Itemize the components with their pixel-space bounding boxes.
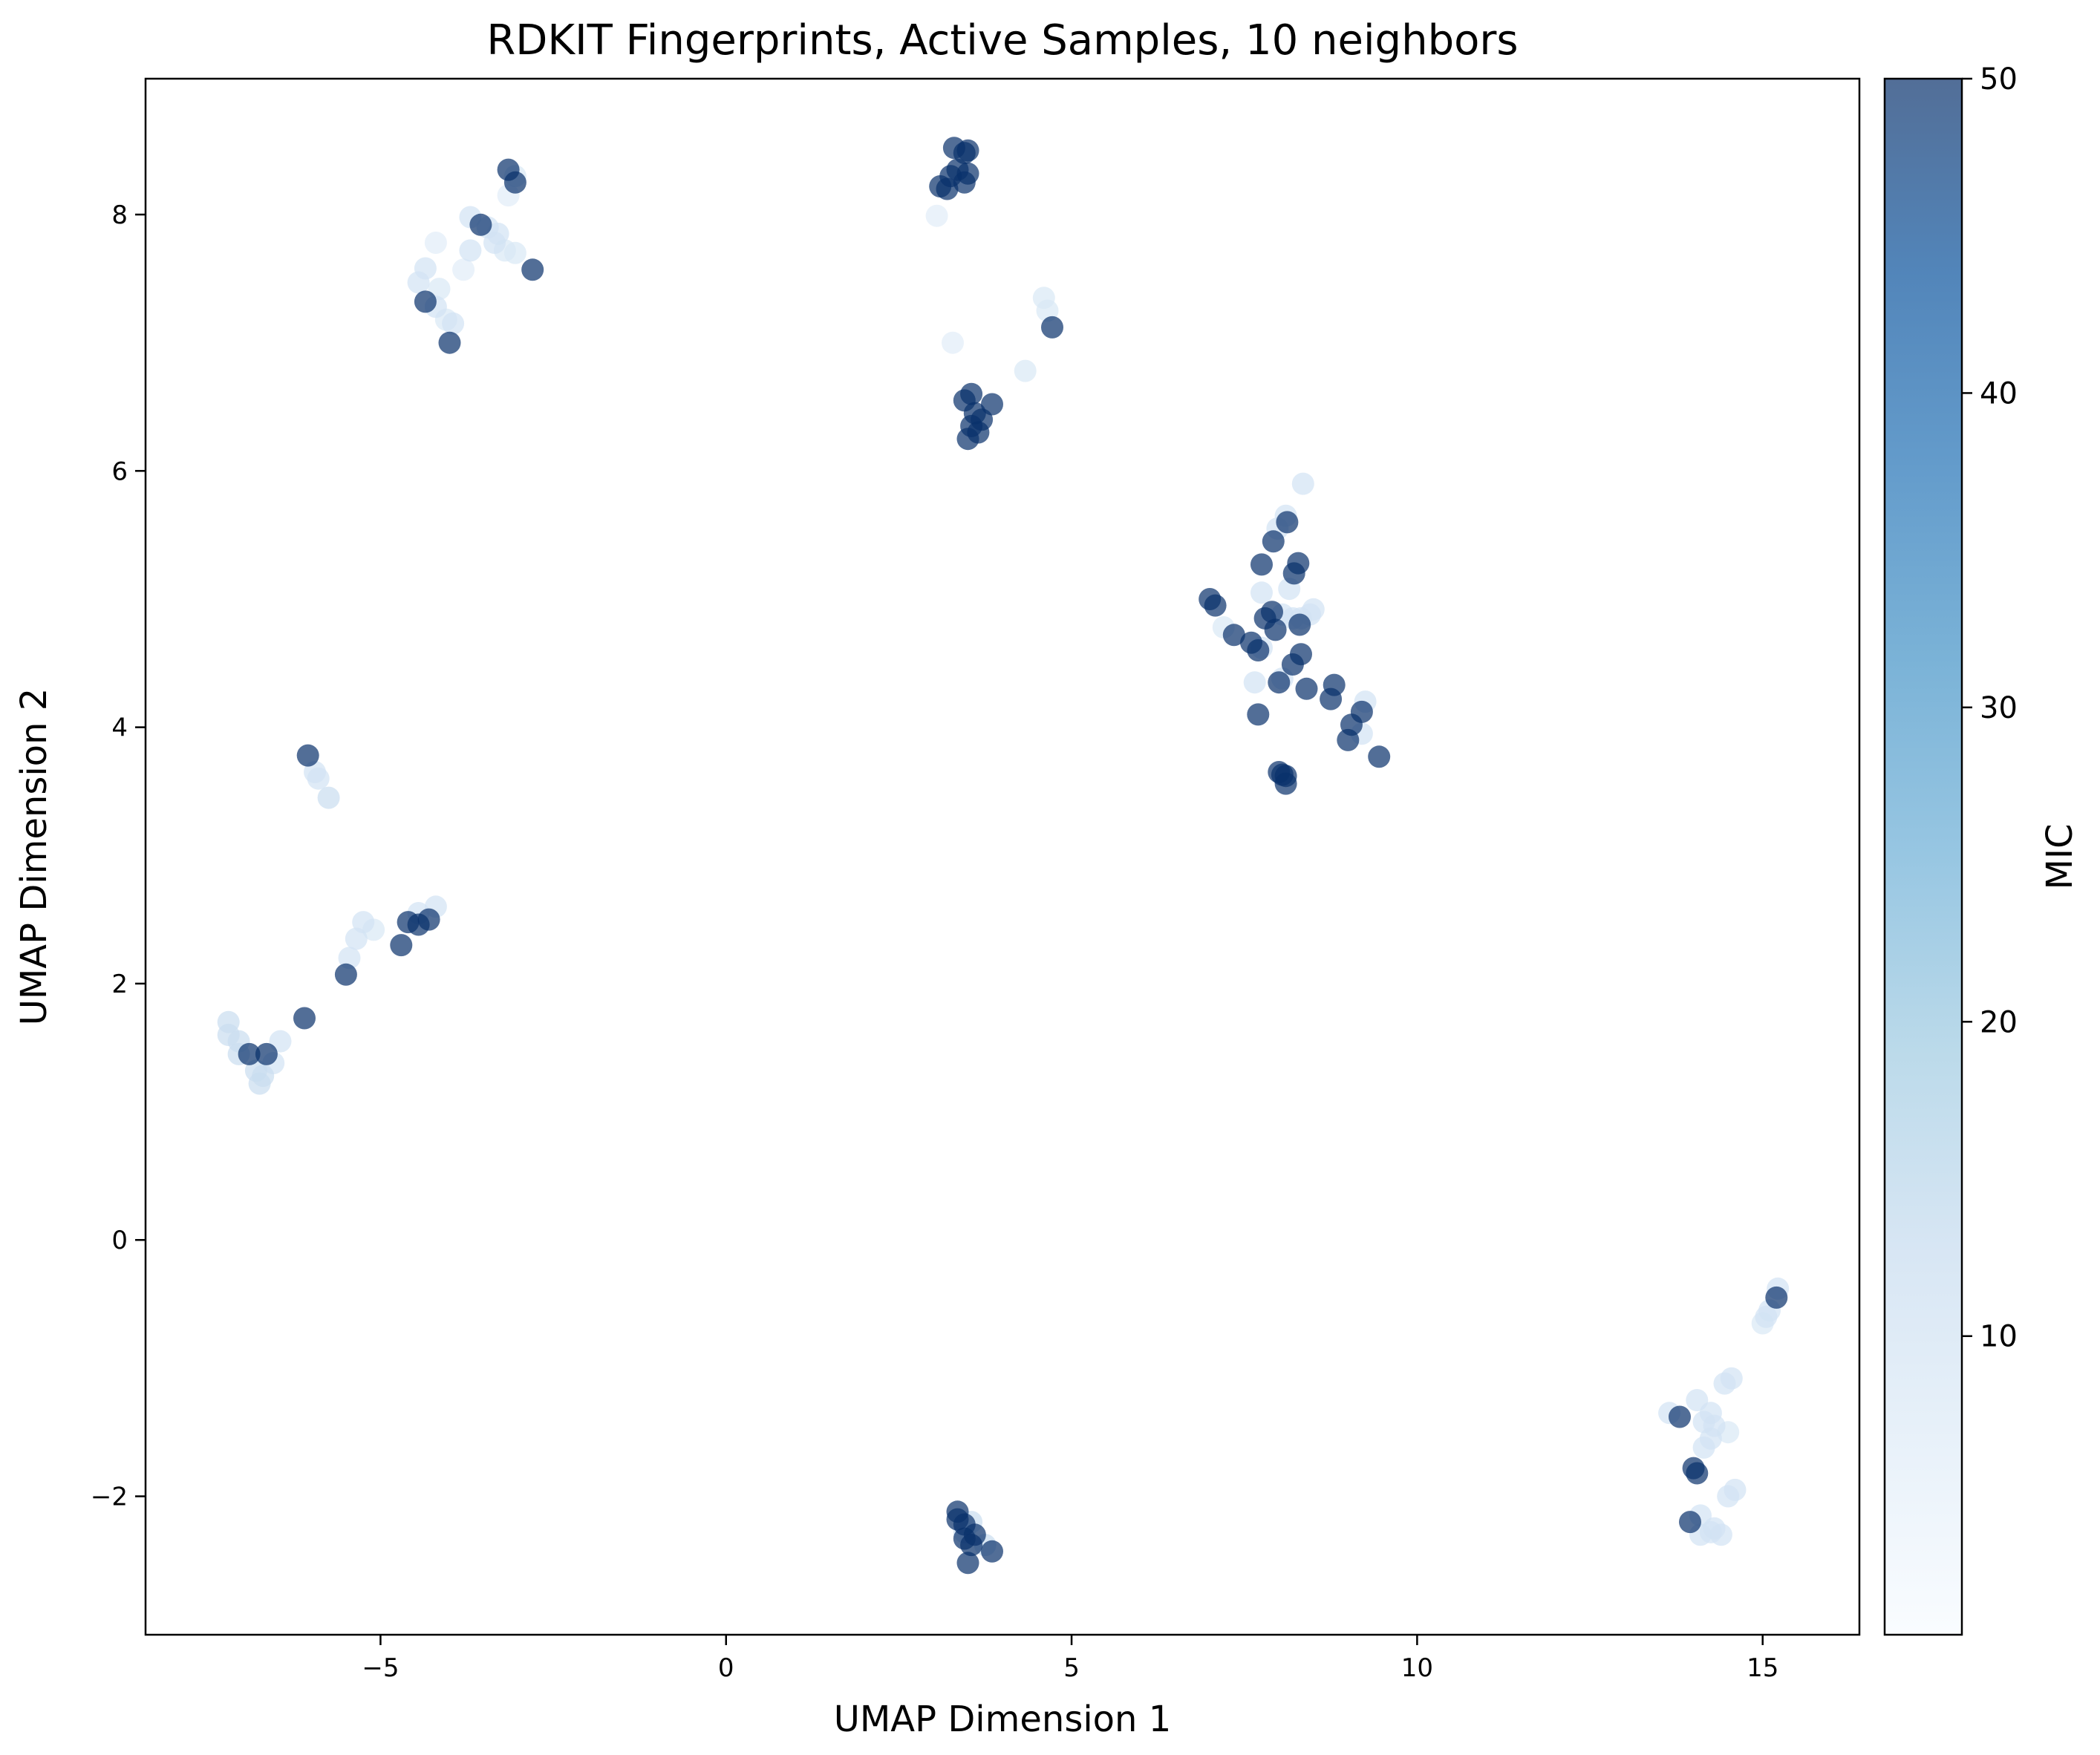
- data-point: [1264, 618, 1287, 641]
- data-point: [936, 177, 959, 200]
- data-point: [1281, 653, 1304, 676]
- y-tick-label: 8: [111, 200, 128, 230]
- data-point: [521, 258, 544, 281]
- data-point: [981, 1540, 1003, 1563]
- data-point: [1686, 1462, 1709, 1485]
- data-point: [953, 171, 976, 194]
- data-point: [390, 934, 413, 957]
- y-axis: −2 0 2 4 6 8: [91, 200, 146, 1512]
- colorbar-label: MIC: [2039, 823, 2081, 889]
- data-point: [956, 1552, 979, 1575]
- data-point: [1717, 1485, 1740, 1508]
- data-point: [469, 213, 492, 236]
- data-point: [1713, 1372, 1736, 1395]
- data-point: [1250, 581, 1273, 604]
- data-point: [424, 232, 447, 254]
- data-point: [255, 1042, 278, 1065]
- data-point: [459, 239, 482, 262]
- y-tick-label: −2: [91, 1483, 128, 1512]
- x-tick-label: 0: [718, 1653, 734, 1683]
- data-point: [1261, 601, 1283, 624]
- data-point: [1262, 530, 1285, 553]
- data-point: [1291, 472, 1314, 495]
- data-point: [1243, 671, 1266, 694]
- x-tick-label: −5: [362, 1653, 399, 1683]
- data-point: [960, 1534, 983, 1557]
- data-point: [1247, 703, 1270, 726]
- data-point: [442, 312, 465, 335]
- colorbar-ticks: 10 20 30 40 50: [1962, 62, 2018, 1354]
- colorbar-gradient: [1885, 79, 1962, 1635]
- data-point: [953, 142, 976, 165]
- data-point: [1337, 728, 1360, 751]
- data-point: [1250, 553, 1273, 576]
- data-point: [407, 913, 430, 936]
- data-point: [1222, 624, 1245, 647]
- data-point: [1765, 1286, 1788, 1309]
- data-point: [407, 271, 430, 294]
- data-point: [483, 232, 506, 254]
- data-point: [1014, 359, 1037, 382]
- data-point: [1276, 511, 1299, 534]
- scatter-points: [217, 137, 1790, 1575]
- chart-title: RDKIT Fingerprints, Active Samples, 10 n…: [486, 16, 1518, 65]
- data-point: [942, 331, 964, 354]
- x-tick-label: 15: [1747, 1653, 1778, 1683]
- data-point: [352, 911, 375, 934]
- colorbar-tick-label: 50: [1980, 62, 2018, 97]
- plot-background: [146, 79, 1859, 1635]
- data-point: [1368, 745, 1391, 768]
- data-point: [345, 927, 368, 950]
- data-point: [1295, 677, 1318, 700]
- y-axis-label: UMAP Dimension 2: [13, 688, 55, 1026]
- data-point: [452, 258, 475, 281]
- data-point: [1699, 1520, 1722, 1543]
- y-tick-label: 4: [111, 713, 128, 743]
- colorbar-tick-label: 10: [1980, 1320, 2018, 1354]
- colorbar: 10 20 30 40 50 MIC: [1883, 62, 2081, 1636]
- data-point: [293, 1007, 316, 1030]
- data-point: [925, 204, 948, 227]
- data-point: [1041, 316, 1063, 339]
- data-point: [1692, 1436, 1715, 1459]
- data-point: [238, 1042, 261, 1065]
- colorbar-tick-label: 20: [1980, 1005, 2018, 1039]
- colorbar-tick-label: 30: [1980, 691, 2018, 725]
- y-tick-label: 2: [111, 970, 128, 999]
- data-point: [1755, 1305, 1778, 1328]
- x-axis-label: UMAP Dimension 1: [834, 1699, 1172, 1740]
- data-point: [307, 767, 330, 790]
- data-point: [296, 744, 319, 767]
- x-tick-label: 5: [1063, 1653, 1080, 1683]
- data-point: [1268, 671, 1291, 694]
- data-point: [334, 963, 357, 986]
- data-point: [1247, 639, 1270, 661]
- x-axis: −5 0 5 10 15: [362, 1635, 1778, 1683]
- data-point: [1274, 772, 1297, 795]
- data-point: [503, 241, 526, 264]
- data-point: [438, 331, 461, 354]
- y-tick-label: 0: [111, 1226, 128, 1255]
- x-tick-label: 10: [1401, 1653, 1433, 1683]
- data-point: [1282, 562, 1305, 585]
- data-point: [1288, 613, 1311, 636]
- data-point: [503, 171, 526, 194]
- colorbar-tick-label: 40: [1980, 376, 2018, 411]
- colorbar-frame: [1883, 77, 1963, 1636]
- data-point: [1204, 594, 1227, 617]
- data-point: [338, 947, 361, 970]
- data-point: [956, 428, 979, 451]
- data-point: [981, 393, 1003, 416]
- data-point: [414, 290, 437, 313]
- data-point: [1323, 673, 1346, 696]
- data-point: [1669, 1405, 1691, 1428]
- data-point: [1679, 1511, 1701, 1534]
- data-point: [248, 1072, 271, 1095]
- data-point: [317, 786, 340, 809]
- y-tick-label: 6: [111, 457, 128, 486]
- plot-frame: [144, 77, 1861, 1636]
